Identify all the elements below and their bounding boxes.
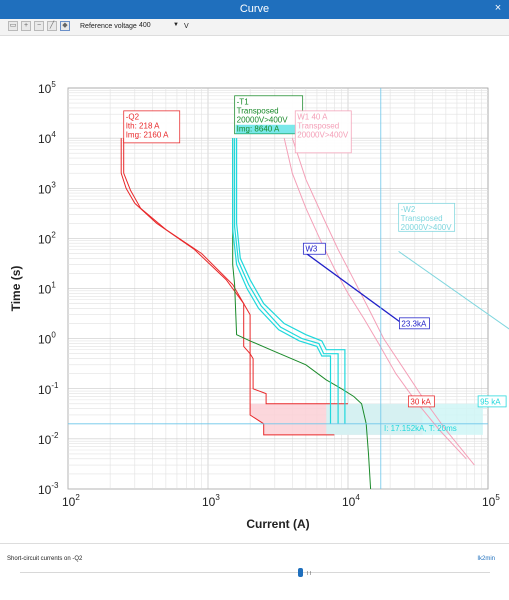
chevron-down-icon: ▼	[173, 22, 179, 28]
network-icon[interactable]: ◆	[60, 21, 70, 31]
annotation-w2-line-1: Transposed	[401, 214, 443, 223]
annotation-w2-line-0: -W2	[401, 205, 416, 214]
x-tick-label-0: 102	[62, 493, 80, 509]
chart-icon[interactable]: ╱	[47, 21, 57, 31]
zoom-fit-icon[interactable]: ▭	[8, 21, 18, 31]
curve-t1-cyan-b	[232, 138, 332, 424]
curve-t1-cyan-a	[236, 138, 346, 424]
annotation-q2-line-2: Img: 2160 A	[126, 130, 169, 139]
annotation-box-k30	[407, 395, 435, 408]
zoom-in-icon[interactable]: +	[21, 21, 31, 31]
annotation-box-w1	[294, 110, 352, 154]
annotation-w3k-line-0: 23.3kA	[401, 319, 427, 328]
annotation-box-w3k	[399, 317, 430, 330]
ik2min-label[interactable]: Ik2min	[477, 556, 495, 562]
y-axis-label: Time (s)	[9, 266, 23, 312]
window-title: Curve	[239, 3, 270, 15]
curve-q2-a	[123, 138, 348, 405]
curve-q2-b	[120, 138, 335, 436]
reference-voltage-value: 400	[139, 22, 151, 29]
tcc-chart[interactable]: 102 103 104 105 105 104 103 102 101 100 10-1 10-2 10…	[0, 36, 509, 544]
annotation-q2-line-0: -Q2	[126, 112, 140, 121]
annotation-w1-line-2: 20000V>400V	[297, 130, 349, 139]
slider-ticks: I I	[307, 571, 312, 577]
plot-area: 102 103 104 105 105 104 103 102 101 100 10-1 10-2 10…	[0, 36, 509, 544]
annotation-box-k95	[477, 395, 507, 408]
annotation-t1-line-2: 20000V>400V	[237, 115, 289, 124]
curve-w3	[303, 250, 400, 323]
annotation-box-w3	[302, 242, 326, 255]
curve-w2	[398, 250, 509, 330]
y-tick-label-2: 103	[38, 180, 56, 196]
annotation-highlight-t1	[235, 124, 302, 134]
annotation-w3-line-0: W3	[305, 245, 318, 254]
y-tick-label-8: 10-3	[38, 481, 59, 497]
annotation-t1-line-1: Transposed	[237, 106, 279, 115]
toolbar: ▭ + − ╱ ◆ Reference voltage 400 ▼ V	[0, 19, 509, 36]
short-circuit-label: Short-circuit currents on -Q2	[7, 556, 83, 562]
y-tick-label-5: 100	[38, 331, 56, 347]
annotation-k95-line-0: 95 kA	[480, 397, 501, 406]
reference-voltage-label: Reference voltage	[80, 23, 137, 30]
annotation-k30-line-0: 30 kA	[410, 397, 431, 406]
annotation-box-q2	[123, 110, 181, 144]
curve-t1-green	[232, 138, 372, 490]
annotation-w1-line-1: Transposed	[297, 121, 339, 130]
curve-t1-cyan-c	[234, 138, 339, 424]
curve-pink-b	[291, 137, 475, 466]
annotation-q2-line-1: Ith: 218 A	[126, 121, 160, 130]
annotation-box-w2	[398, 202, 456, 232]
y-tick-label-6: 10-1	[38, 381, 59, 397]
y-tick-label-3: 102	[38, 230, 56, 246]
annotation-w2-line-2: 20000V>400V	[401, 223, 453, 232]
reference-voltage-select[interactable]: 400 ▼	[139, 22, 179, 32]
reference-voltage-unit: V	[184, 23, 189, 30]
y-tick-label-4: 101	[38, 281, 56, 297]
x-tick-label-2: 104	[342, 493, 360, 509]
x-tick-label-1: 103	[202, 493, 220, 509]
annotation-w1-line-0: W1 40 A	[297, 112, 328, 121]
x-tick-label-3: 105	[482, 493, 500, 509]
zoom-out-icon[interactable]: −	[34, 21, 44, 31]
close-icon[interactable]: ×	[494, 2, 502, 14]
annotation-t1-line-3: Img: 8640 A	[237, 124, 280, 133]
title-bar: Curve ×	[0, 0, 509, 19]
y-tick-label-7: 10-2	[38, 431, 59, 447]
slider-track[interactable]	[20, 572, 490, 573]
x-axis-label: Current (A)	[246, 517, 309, 531]
y-tick-label-1: 104	[38, 130, 56, 146]
annotation-marker-line-0: I: 17.152kA, T: 20ms	[384, 424, 457, 433]
annotation-t1-line-0: -T1	[237, 97, 250, 106]
slider-thumb[interactable]	[298, 568, 303, 577]
y-tick-label-0: 105	[38, 80, 56, 96]
